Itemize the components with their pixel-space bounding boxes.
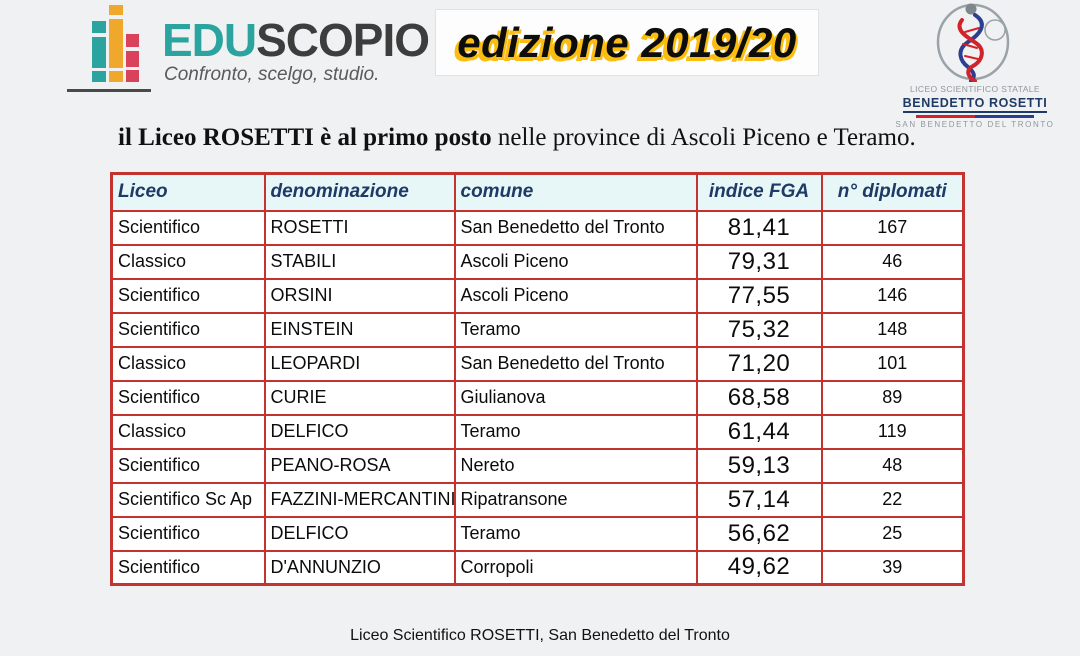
cell-indice-fga: 59,13 [695, 447, 823, 484]
cell-indice-fga: 75,32 [695, 311, 823, 348]
edition-badge: edizione 2019/20 [435, 9, 819, 76]
cell-denominazione: D'ANNUNZIO [263, 549, 456, 586]
cell-liceo: Scientifico [110, 379, 266, 416]
logo-underline [67, 89, 151, 92]
eduscopio-logo: EDUSCOPIO Confronto, scelgo, studio. [67, 5, 437, 100]
cell-denominazione: DELFICO [263, 515, 456, 552]
column-header-comune: comune [453, 172, 698, 212]
cell-diplomati: 167 [820, 209, 965, 246]
cell-diplomati: 146 [820, 277, 965, 314]
cell-indice-fga: 49,62 [695, 549, 823, 586]
table-row: Scientifico EINSTEIN Teramo 75,32 148 [110, 311, 965, 348]
table-row: Classico DELFICO Teramo 61,44 119 [110, 413, 965, 450]
brand-name-edu: EDU [162, 14, 257, 66]
page-title-regular: nelle province di Ascoli Piceno e Teramo… [491, 124, 916, 151]
cell-diplomati: 89 [820, 379, 965, 416]
cell-comune: Ripatransone [453, 481, 698, 518]
brand-name-scopio: SCOPIO [256, 14, 430, 66]
cell-liceo: Scientifico [110, 549, 266, 586]
cell-denominazione: LEOPARDI [263, 345, 456, 382]
cell-comune: Teramo [453, 413, 698, 450]
cell-diplomati: 39 [820, 549, 965, 586]
cell-comune: Nereto [453, 447, 698, 484]
cell-comune: Teramo [453, 515, 698, 552]
cell-denominazione: CURIE [263, 379, 456, 416]
cell-diplomati: 148 [820, 311, 965, 348]
cell-liceo: Scientifico Sc Ap [110, 481, 266, 518]
cell-denominazione: DELFICO [263, 413, 456, 450]
cell-liceo: Scientifico [110, 277, 266, 314]
brand-name: EDUSCOPIO [162, 14, 430, 66]
cell-indice-fga: 79,31 [695, 243, 823, 280]
page-title: il Liceo ROSETTI è al primo posto nelle … [118, 124, 1018, 152]
cell-comune: Ascoli Piceno [453, 243, 698, 280]
cell-diplomati: 46 [820, 243, 965, 280]
cell-comune: Giulianova [453, 379, 698, 416]
table-row: Classico LEOPARDI San Benedetto del Tron… [110, 345, 965, 382]
cell-liceo: Scientifico [110, 311, 266, 348]
school-name-line1: LICEO SCIENTIFICO STATALE [910, 84, 1040, 94]
cell-indice-fga: 61,44 [695, 413, 823, 450]
school-logo-flag-bar [916, 115, 1034, 118]
table-row: Scientifico PEANO-ROSA Nereto 59,13 48 [110, 447, 965, 484]
column-header-diplomati: n° diplomati [820, 172, 965, 212]
cell-comune: San Benedetto del Tronto [453, 209, 698, 246]
cell-denominazione: STABILI [263, 243, 456, 280]
school-name-line3: SAN BENEDETTO DEL TRONTO [895, 120, 1055, 129]
table-row: Classico STABILI Ascoli Piceno 79,31 46 [110, 243, 965, 280]
cell-diplomati: 22 [820, 481, 965, 518]
footer-caption: Liceo Scientifico ROSETTI, San Benedetto… [350, 627, 730, 644]
cell-indice-fga: 71,20 [695, 345, 823, 382]
column-header-liceo: Liceo [110, 172, 266, 212]
cell-indice-fga: 81,41 [695, 209, 823, 246]
table-row: Scientifico Sc Ap FAZZINI-MERCANTINI Rip… [110, 481, 965, 518]
cell-indice-fga: 56,62 [695, 515, 823, 552]
cell-diplomati: 119 [820, 413, 965, 450]
school-logo: LICEO SCIENTIFICO STATALE BENEDETTO ROSE… [893, 2, 1057, 129]
eduscopio-bars-icon [90, 5, 142, 85]
table-row: Scientifico CURIE Giulianova 68,58 89 [110, 379, 965, 416]
cell-indice-fga: 68,58 [695, 379, 823, 416]
page-title-bold: il Liceo ROSETTI è al primo posto [118, 124, 492, 151]
cell-comune: Teramo [453, 311, 698, 348]
cell-comune: San Benedetto del Tronto [453, 345, 698, 382]
cell-liceo: Scientifico [110, 209, 266, 246]
cell-liceo: Scientifico [110, 447, 266, 484]
edition-badge-text: edizione 2019/20 [457, 18, 797, 66]
cell-diplomati: 48 [820, 447, 965, 484]
column-header-denominazione: denominazione [263, 172, 456, 212]
cell-liceo: Classico [110, 345, 266, 382]
cell-denominazione: ORSINI [263, 277, 456, 314]
cell-diplomati: 101 [820, 345, 965, 382]
cell-liceo: Scientifico [110, 515, 266, 552]
column-header-indice-fga: indice FGA [695, 172, 823, 212]
cell-comune: Ascoli Piceno [453, 277, 698, 314]
cell-denominazione: EINSTEIN [263, 311, 456, 348]
cell-indice-fga: 77,55 [695, 277, 823, 314]
cell-indice-fga: 57,14 [695, 481, 823, 518]
cell-diplomati: 25 [820, 515, 965, 552]
ranking-table: Liceo denominazione comune indice FGA n°… [110, 172, 965, 586]
school-name-line2: BENEDETTO ROSETTI [902, 96, 1048, 113]
table-row: Scientifico ROSETTI San Benedetto del Tr… [110, 209, 965, 246]
cell-denominazione: ROSETTI [263, 209, 456, 246]
discus-thrower-dna-icon [936, 3, 1010, 82]
brand-tagline: Confronto, scelgo, studio. [164, 63, 380, 85]
cell-comune: Corropoli [453, 549, 698, 586]
table-row: Scientifico D'ANNUNZIO Corropoli 49,62 3… [110, 549, 965, 586]
cell-liceo: Classico [110, 413, 266, 450]
table-row: Scientifico ORSINI Ascoli Piceno 77,55 1… [110, 277, 965, 314]
cell-denominazione: PEANO-ROSA [263, 447, 456, 484]
cell-liceo: Classico [110, 243, 266, 280]
cell-denominazione: FAZZINI-MERCANTINI [263, 481, 456, 518]
table-row: Scientifico DELFICO Teramo 56,62 25 [110, 515, 965, 552]
table-header-row: Liceo denominazione comune indice FGA n°… [110, 172, 965, 212]
